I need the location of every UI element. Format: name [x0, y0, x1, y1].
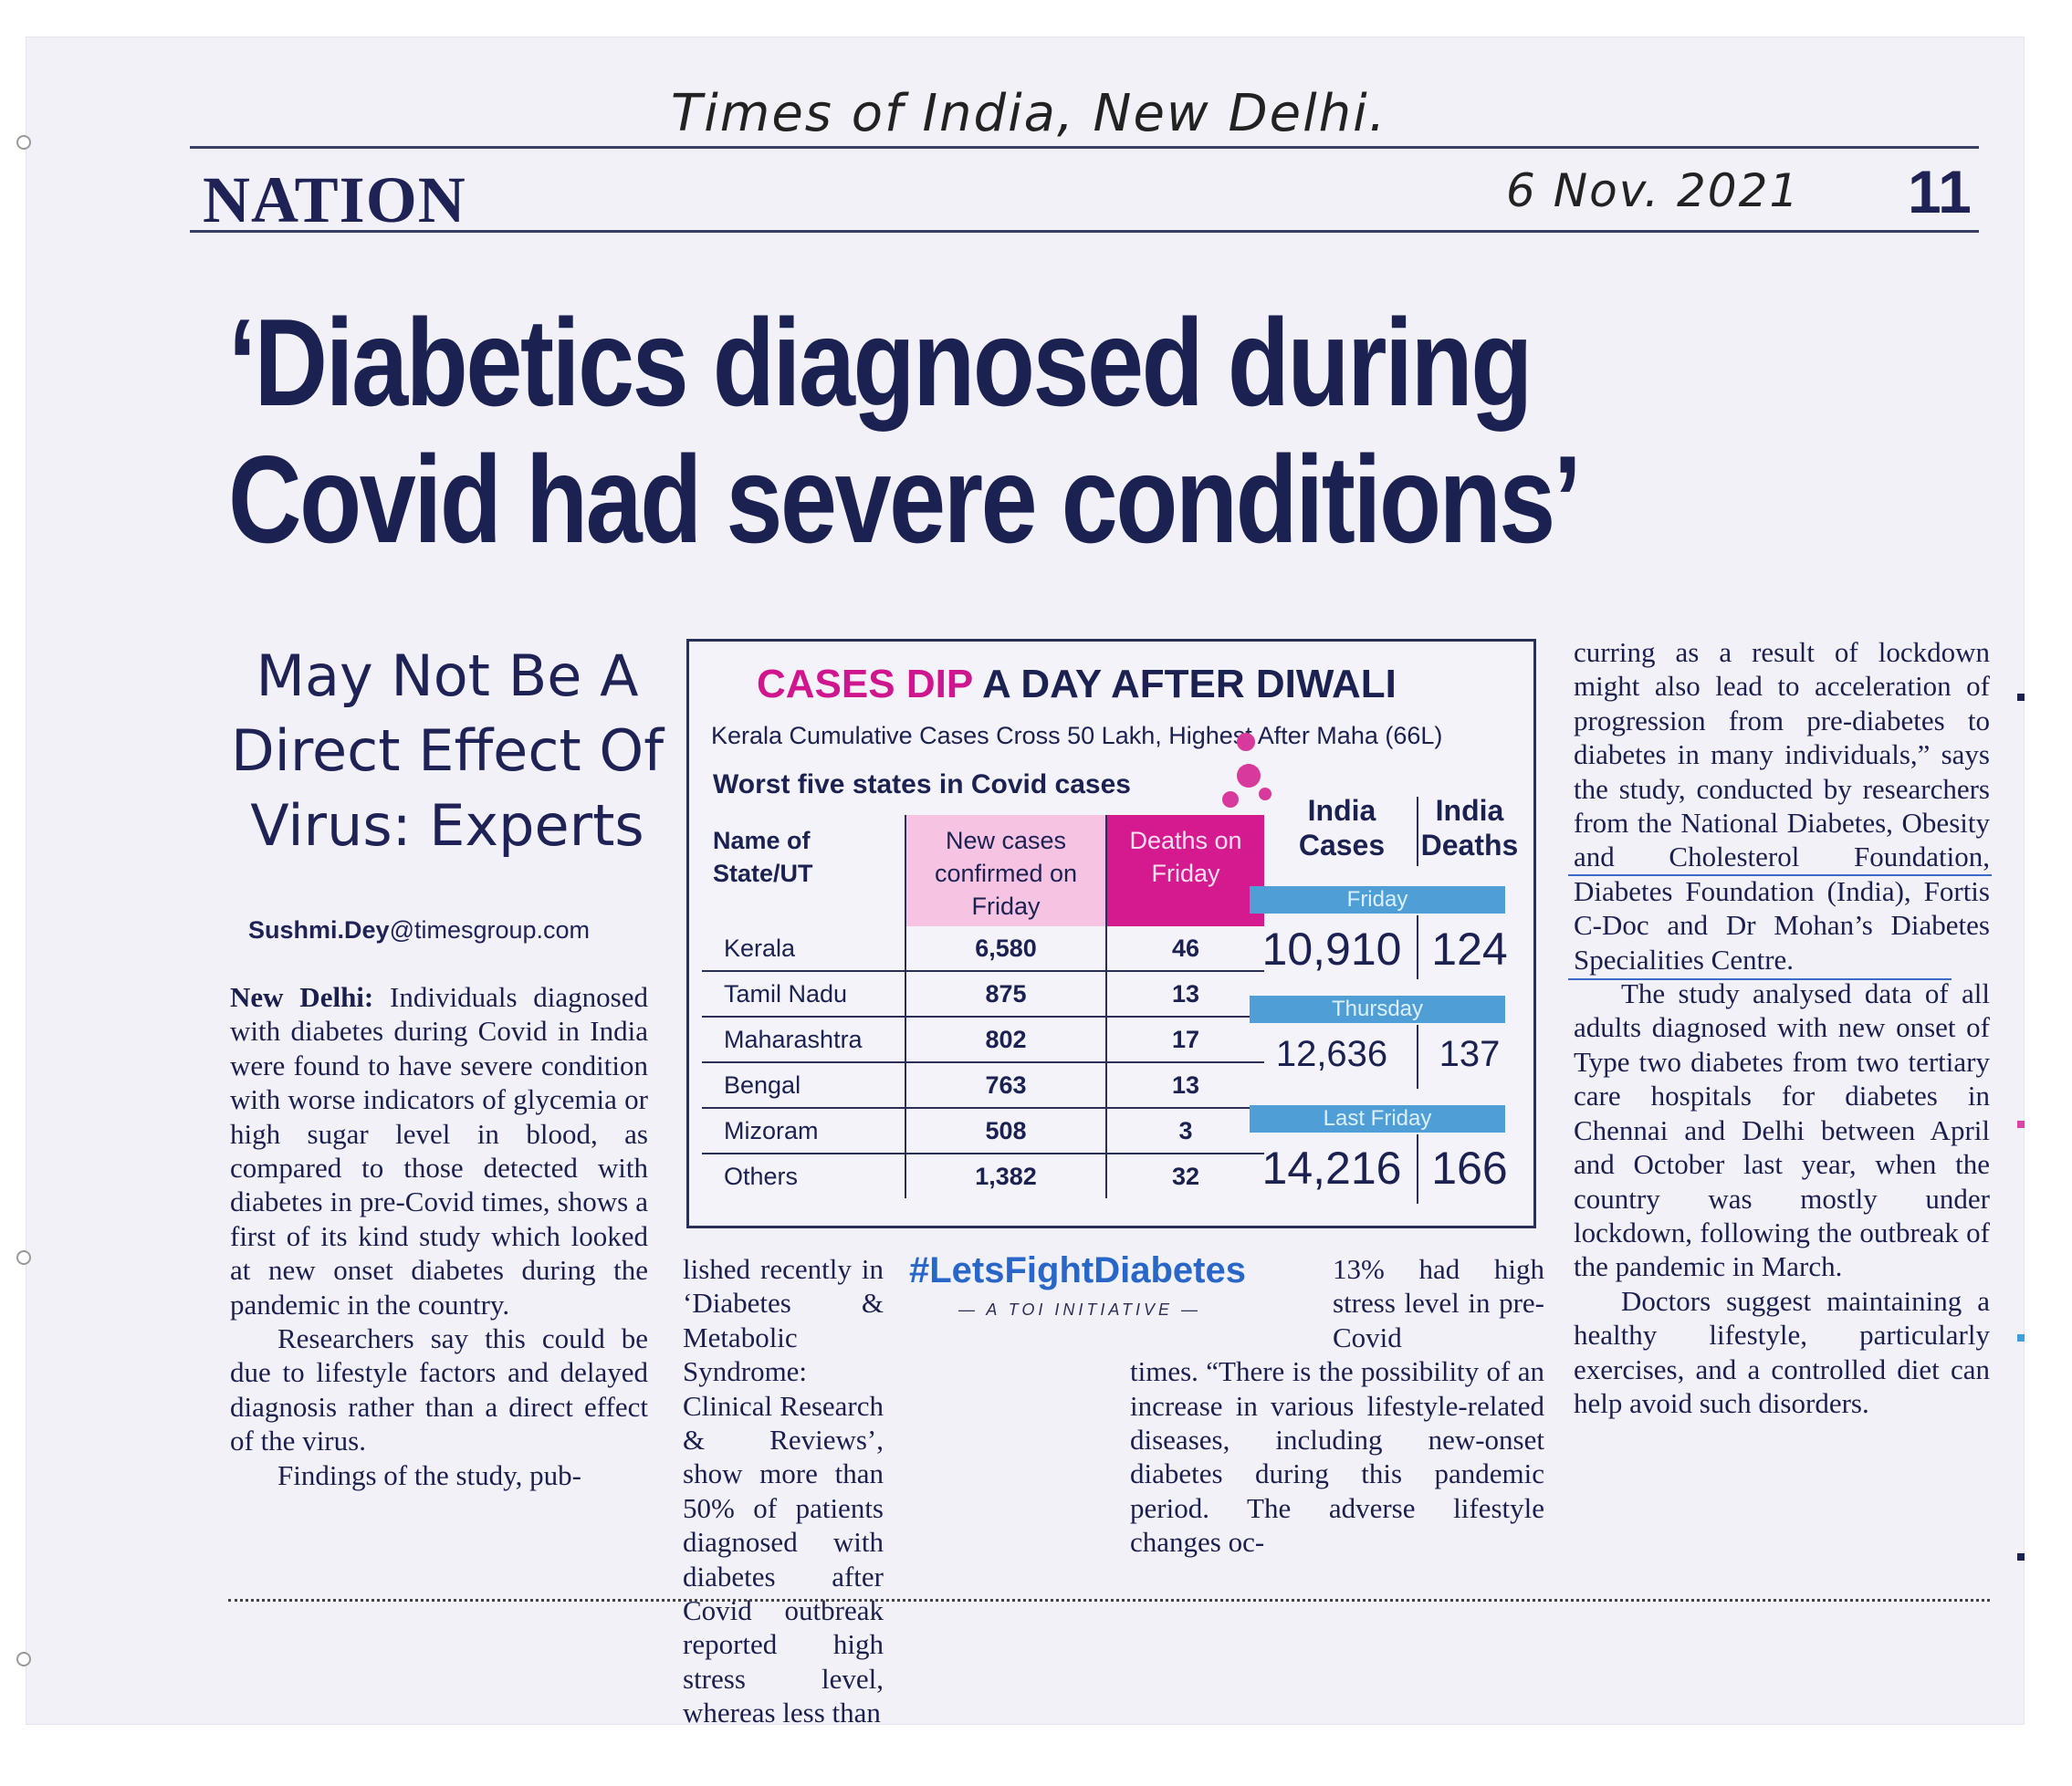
deaths: 13 — [1106, 971, 1264, 1018]
deck-line-2: Direct Effect Of — [230, 717, 665, 784]
covid-infographic: CASES DIP A DAY AFTER DIWALI Kerala Cumu… — [686, 639, 1536, 1228]
table-row: Mizoram 508 3 — [702, 1108, 1264, 1154]
table-row: Kerala 6,580 46 — [702, 926, 1264, 972]
deck-line-3: Virus: Experts — [250, 792, 644, 859]
campaign-hashtag: #LetsFightDiabetes — [909, 1250, 1246, 1290]
state-name: Mizoram — [702, 1108, 906, 1154]
pen-underline — [1568, 978, 1952, 980]
col1-paragraph-2: Researchers say this could be due to lif… — [230, 1322, 648, 1457]
dotted-separator — [228, 1599, 1990, 1602]
period-bar-last-friday: Last Friday — [1250, 1105, 1505, 1133]
virus-icon — [1222, 791, 1239, 808]
india-cases-friday: 10,910 — [1261, 924, 1402, 975]
state-name: Others — [702, 1154, 906, 1198]
india-deaths-last-friday: 166 — [1431, 1143, 1508, 1194]
infographic-title-pink: CASES DIP — [757, 662, 973, 706]
india-deaths-friday: 124 — [1431, 924, 1508, 975]
virus-icon — [1237, 764, 1261, 788]
article-column-4: curring as a result of lockdown might al… — [1574, 635, 1990, 1420]
section-label: NATION — [203, 163, 466, 236]
table-row: Others 1,382 32 — [702, 1154, 1264, 1198]
headline-line-1: ‘Diabetics diagnosed during — [228, 293, 1533, 432]
infographic-title-dark: A DAY AFTER DIWALI — [981, 662, 1397, 706]
registration-mark — [2017, 1553, 2025, 1561]
india-cases-label: India Cases — [1298, 794, 1386, 862]
col3-paragraph-1a: 13% had high stress level in pre-Covid — [1333, 1253, 1544, 1353]
states-table: Name of State/UT New cases confirmed on … — [702, 815, 1264, 1198]
new-cases: 1,382 — [905, 1154, 1107, 1198]
punch-hole — [16, 1250, 31, 1265]
headline: ‘Diabetics diagnosed during Covid had se… — [228, 294, 1665, 568]
state-name: Maharashtra — [702, 1017, 906, 1063]
col2-paragraph-1: lished recently in ‘Diabetes & Metabolic… — [683, 1253, 884, 1729]
header-state: Name of State/UT — [702, 815, 906, 926]
new-cases: 6,580 — [905, 926, 1107, 972]
india-cases-thursday: 12,636 — [1275, 1034, 1388, 1074]
new-cases: 802 — [905, 1017, 1107, 1063]
deaths: 32 — [1171, 1162, 1200, 1190]
header-deaths: Deaths on Friday — [1106, 815, 1264, 926]
virus-icon — [1237, 733, 1255, 751]
col3-paragraph-1b: times. “There is the possibility of an i… — [1130, 1355, 1544, 1559]
punch-hole — [16, 1652, 31, 1666]
pen-underline — [1568, 874, 1992, 876]
summary-divider — [1417, 915, 1418, 979]
punch-hole — [16, 135, 31, 150]
col4-paragraph-3: Doctors suggest maintaining a healthy li… — [1574, 1284, 1990, 1419]
state-name: Tamil Nadu — [702, 971, 906, 1018]
state-name: Bengal — [702, 1062, 906, 1109]
byline-name: Sushmi.Dey — [248, 916, 390, 944]
handwritten-source: Times of India, New Delhi. — [671, 84, 1387, 143]
new-cases: 875 — [905, 971, 1107, 1018]
deck-line-1: May Not Be A — [256, 642, 639, 709]
registration-mark — [2017, 1121, 2025, 1128]
registration-mark — [2017, 694, 2025, 701]
table-row: Maharashtra 802 17 — [702, 1017, 1264, 1063]
table-title: Worst five states in Covid cases — [713, 769, 1131, 799]
col1-paragraph-1: Individuals diagnosed with diabetes duri… — [230, 981, 648, 1321]
deck: May Not Be A Direct Effect Of Virus: Exp… — [219, 639, 675, 863]
summary-divider — [1417, 1025, 1418, 1089]
col1-paragraph-3: Findings of the study, pub- — [277, 1458, 581, 1491]
page-number: 11 — [1908, 158, 1972, 225]
period-bar-thursday: Thursday — [1250, 996, 1505, 1023]
india-deaths-label: India Deaths — [1420, 794, 1519, 862]
article-column-2: lished recently in ‘Diabetes & Metabolic… — [683, 1252, 1101, 1730]
registration-mark — [2017, 1334, 2025, 1342]
col4-paragraph-1: curring as a result of lockdown might al… — [1574, 636, 1990, 976]
deaths: 13 — [1106, 1062, 1264, 1109]
section-rule — [190, 230, 1979, 233]
summary-divider — [1417, 797, 1418, 866]
deaths: 46 — [1106, 926, 1264, 972]
india-deaths-thursday: 137 — [1439, 1034, 1501, 1074]
col3-top-part: 13% had high stress level in pre-Covid — [1333, 1252, 1544, 1354]
campaign-tagline: — A TOI INITIATIVE — — [958, 1300, 1202, 1319]
article-column-3: 13% had high stress level in pre-Covid t… — [1130, 1252, 1544, 1560]
table-row: Bengal 763 13 — [702, 1062, 1264, 1109]
header-new-cases: New cases confirmed on Friday — [905, 815, 1107, 926]
deaths: 17 — [1106, 1017, 1264, 1063]
period-bar-friday: Friday — [1250, 886, 1505, 914]
infographic-subtitle: Kerala Cumulative Cases Cross 50 Lakh, H… — [711, 722, 1443, 749]
table-row: Tamil Nadu 875 13 — [702, 971, 1264, 1018]
infographic-title: CASES DIP A DAY AFTER DIWALI — [757, 662, 1397, 707]
article-column-1: New Delhi: Individuals diagnosed with di… — [230, 980, 648, 1492]
headline-line-2: Covid had severe conditions’ — [228, 430, 1582, 569]
new-cases: 508 — [905, 1108, 1107, 1154]
handwritten-date: 6 Nov. 2021 — [1506, 164, 1801, 217]
virus-icon — [1259, 788, 1271, 800]
summary-divider — [1417, 1134, 1418, 1204]
state-name: Kerala — [702, 926, 906, 972]
india-cases-last-friday: 14,216 — [1261, 1143, 1402, 1194]
top-rule — [190, 146, 1979, 149]
deaths: 3 — [1106, 1108, 1264, 1154]
byline-domain: @timesgroup.com — [389, 916, 591, 944]
col4-paragraph-2: The study analysed data of all adults di… — [1574, 977, 1990, 1283]
byline: Sushmi.Dey@timesgroup.com — [248, 916, 590, 945]
dateline: New Delhi: — [230, 981, 374, 1013]
new-cases: 763 — [905, 1062, 1107, 1109]
col2-paragraph-1-part: lished recently in ‘Diabetes & Metabolic… — [683, 1252, 884, 1730]
